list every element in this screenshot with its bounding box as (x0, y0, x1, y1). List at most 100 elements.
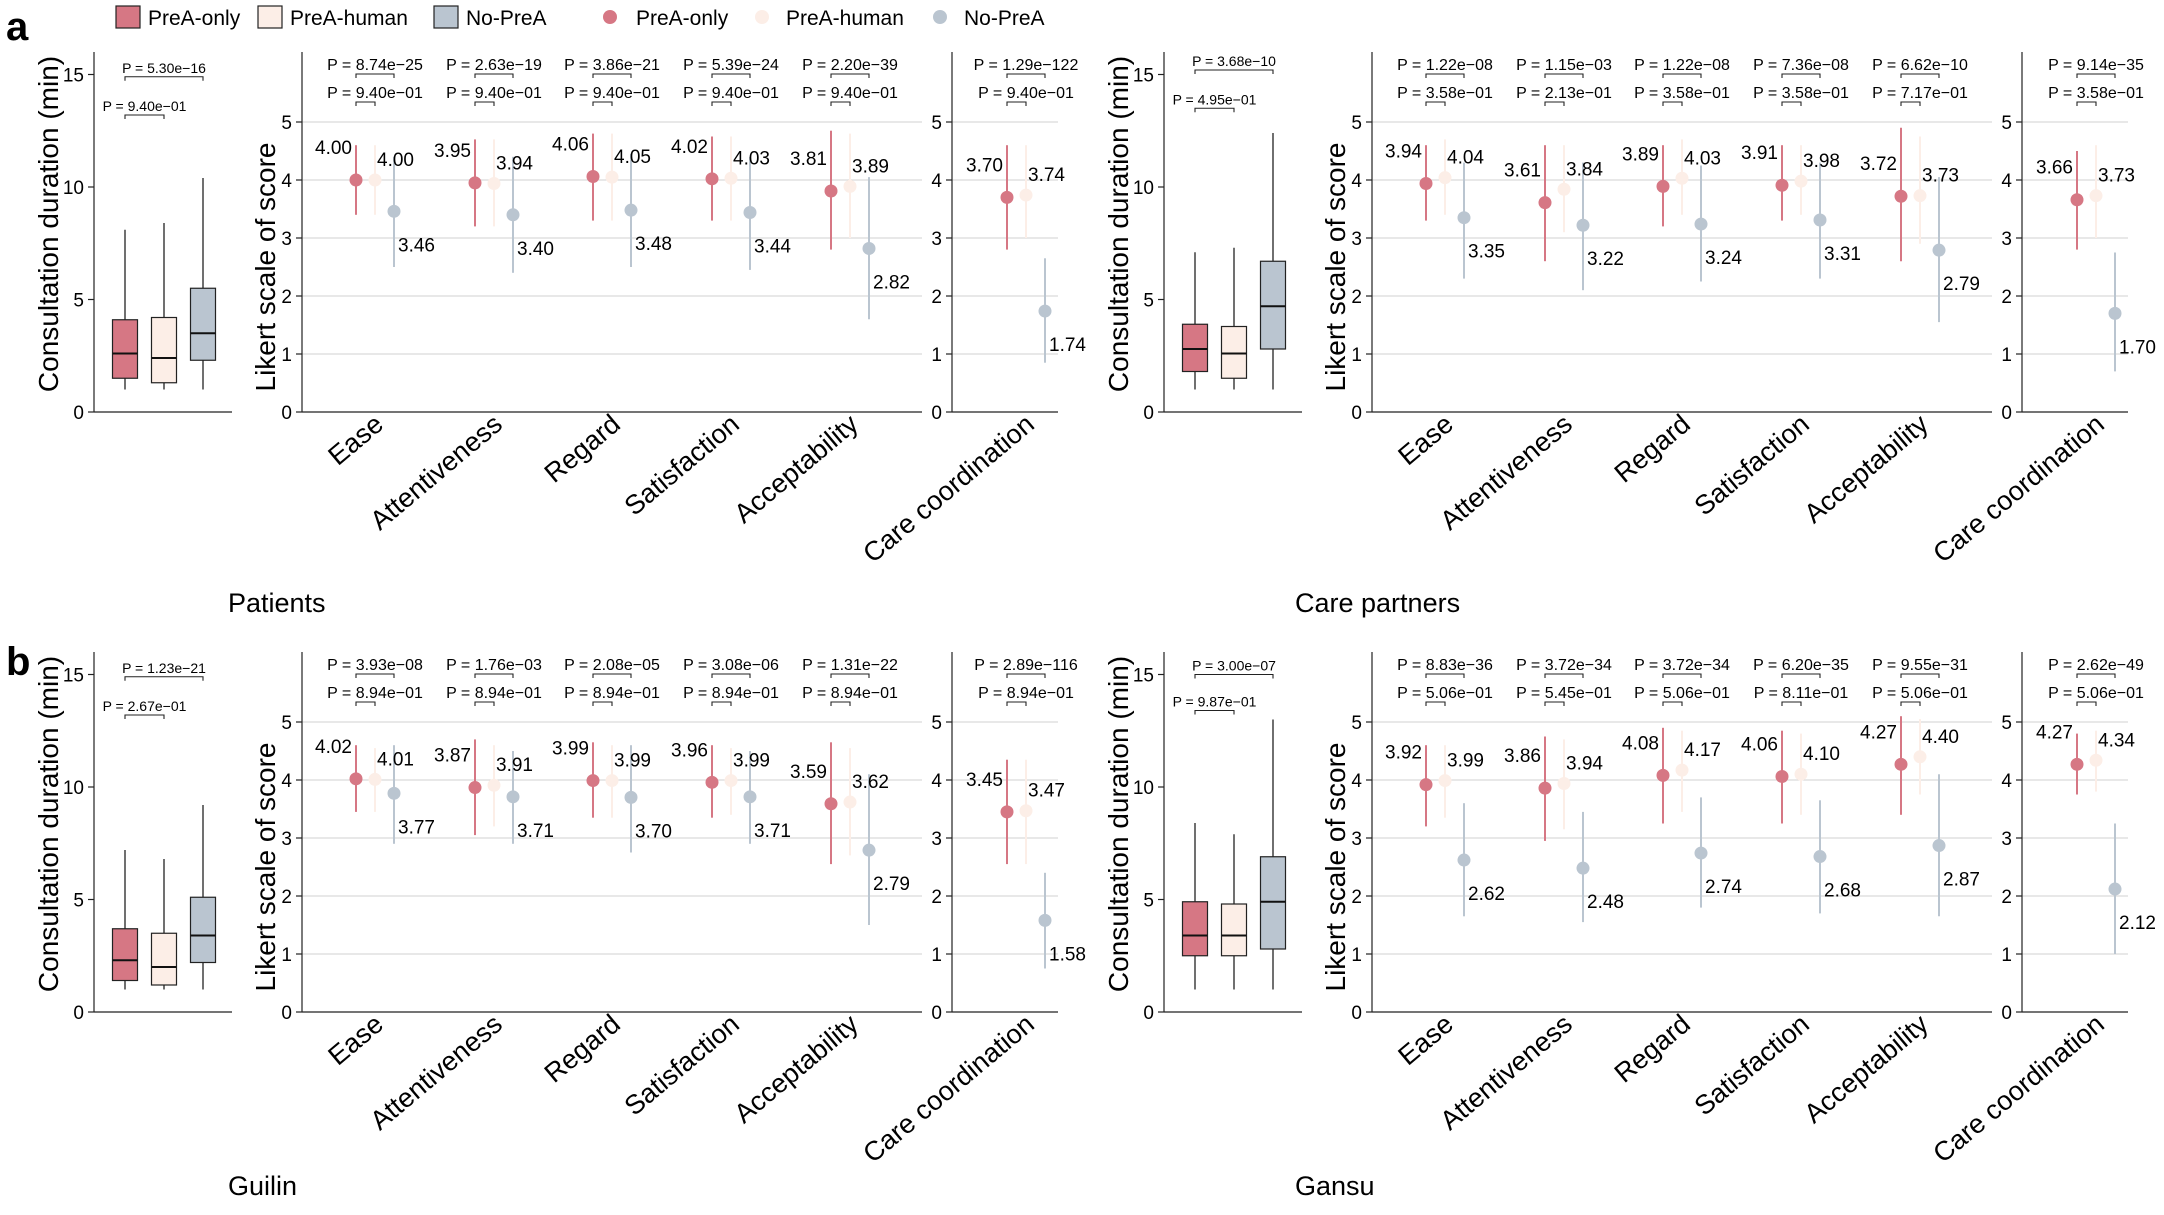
likert-point-regard-prea-only (586, 170, 600, 184)
likert-point-regard-prea-only (1656, 768, 1670, 782)
likert-pvalue-bracket-bottom-ease (355, 701, 376, 706)
likert-y-axis-title: Likert scale of score (250, 143, 281, 392)
box-tick-label: 10 (63, 178, 84, 199)
care-point-prea-only (2070, 193, 2084, 207)
likert-pvalue-bracket-bottom-regard (592, 701, 613, 706)
care-tick-label: 5 (2001, 113, 2012, 134)
likert-pvalue-top-regard: P = 1.22e−08 (1634, 57, 1730, 74)
care-point-no-prea (2108, 882, 2122, 896)
likert-pvalue-top-attentiveness: P = 2.63e−19 (446, 57, 542, 74)
likert-value-label-attentiveness-no-prea: 3.22 (1587, 249, 1624, 270)
box-prea-only (1181, 901, 1209, 957)
box-pvalue-label: P = 9.87e−01 (1173, 694, 1257, 710)
likert-pvalue-bottom-satisfaction: P = 9.40e−01 (683, 85, 779, 102)
likert-value-label-satisfaction-prea-only: 3.96 (671, 740, 708, 761)
likert-pvalue-top-attentiveness: P = 3.72e−34 (1516, 657, 1612, 674)
group-label-care-partners: Care partners (1295, 588, 1460, 618)
likert-pvalue-bracket-top-ease (355, 673, 395, 678)
box-pvalue-bracket (124, 676, 204, 681)
likert-category-label-attentiveness: Attentiveness (364, 409, 507, 536)
likert-point-regard-prea-only (586, 774, 600, 788)
box-tick-label: 10 (1133, 778, 1154, 799)
care-point-prea-only (1000, 190, 1014, 204)
likert-value-label-acceptability-prea-only: 4.27 (1860, 722, 1897, 743)
likert-point-ease-prea-only (349, 173, 363, 187)
care-value-label-no-prea: 1.70 (2119, 337, 2156, 358)
likert-point-satisfaction-prea-only (1775, 178, 1789, 192)
likert-pvalue-top-ease: P = 8.74e−25 (327, 57, 423, 74)
legend: PreA-only PreA-human No-PreA PreA-only P… (115, 5, 1045, 30)
likert-tick-label: 5 (281, 113, 292, 134)
box-prea-human (150, 932, 178, 986)
likert-point-attentiveness-prea-only (468, 176, 482, 190)
care-pvalue-bracket-top (1006, 73, 1046, 78)
likert-category-label-regard: Regard (539, 1009, 626, 1089)
likert-point-acceptability-no-prea (1932, 839, 1946, 853)
likert-point-ease-prea-only (349, 772, 363, 786)
likert-value-label-regard-prea-only: 3.89 (1622, 144, 1659, 165)
care-category-label: Care coordination (857, 1009, 1040, 1169)
likert-point-attentiveness-no-prea (506, 790, 520, 804)
box-pvalue-label: P = 1.23e−21 (122, 660, 206, 676)
likert-point-regard-no-prea (624, 790, 638, 804)
likert-pvalue-bracket-bottom-regard (1662, 701, 1683, 706)
likert-category-label-acceptability: Acceptability (728, 408, 864, 529)
likert-point-attentiveness-prea-human (487, 778, 501, 792)
care-tick-label: 0 (2001, 403, 2012, 424)
care-point-prea-only (1000, 805, 1014, 819)
likert-value-label-attentiveness-prea-human: 3.91 (496, 755, 533, 776)
likert-pvalue-bracket-bottom-satisfaction (1781, 701, 1802, 706)
likert-value-label-satisfaction-prea-human: 4.10 (1803, 744, 1840, 765)
box-pvalue-bracket (1194, 69, 1274, 74)
legend-box-label-no-prea: No-PreA (466, 7, 547, 30)
likert-point-attentiveness-no-prea (1576, 218, 1590, 232)
likert-tick-label: 3 (281, 229, 292, 250)
care-pvalue-top: P = 1.29e−122 (974, 57, 1079, 74)
likert-value-label-acceptability-prea-human: 3.62 (852, 772, 889, 793)
likert-tick-label: 1 (281, 345, 292, 366)
likert-pvalue-bottom-satisfaction: P = 8.11e−01 (1754, 685, 1849, 702)
likert-pvalue-bracket-bottom-acceptability (1900, 701, 1921, 706)
likert-value-label-regard-no-prea: 3.24 (1705, 248, 1742, 269)
likert-category-label-attentiveness: Attentiveness (1434, 409, 1577, 536)
legend-box-swatch-prea-human (257, 5, 283, 29)
likert-pvalue-bracket-bottom-satisfaction (711, 701, 732, 706)
likert-point-acceptability-prea-human (1913, 750, 1927, 764)
likert-tick-label: 3 (1351, 229, 1362, 250)
care-tick-label: 1 (2001, 345, 2012, 366)
care-value-label-no-prea: 1.74 (1049, 335, 1086, 356)
box-y-axis-title: Consultation duration (min) (33, 656, 64, 992)
care-pvalue-bracket-bottom (2076, 701, 2097, 706)
likert-value-label-regard-prea-only: 4.06 (552, 135, 589, 156)
likert-point-acceptability-no-prea (862, 843, 876, 857)
likert-tick-label: 4 (1351, 771, 1362, 792)
care-value-label-prea-human: 3.47 (1028, 781, 1065, 802)
care-category-label: Care coordination (1927, 409, 2110, 569)
care-tick-label: 0 (931, 1003, 942, 1024)
likert-point-acceptability-prea-human (843, 179, 857, 193)
likert-pvalue-bottom-regard: P = 9.40e−01 (564, 85, 660, 102)
likert-pvalue-bracket-bottom-regard (1662, 101, 1683, 106)
care-pvalue-bracket-bottom (2076, 101, 2097, 106)
care-tick-label: 1 (931, 945, 942, 966)
likert-category-label-satisfaction: Satisfaction (1689, 1009, 1815, 1122)
likert-pvalue-bracket-top-regard (592, 673, 632, 678)
likert-pvalue-top-satisfaction: P = 7.36e−08 (1753, 57, 1849, 74)
care-point-no-prea (2108, 306, 2122, 320)
box-prea-human (150, 316, 178, 384)
likert-value-label-acceptability-prea-only: 3.81 (790, 149, 827, 170)
likert-pvalue-bottom-acceptability: P = 9.40e−01 (802, 85, 898, 102)
likert-value-label-satisfaction-prea-only: 4.02 (671, 137, 708, 158)
likert-point-attentiveness-no-prea (1576, 861, 1590, 875)
likert-value-label-acceptability-prea-human: 3.73 (1922, 166, 1959, 187)
care-value-label-prea-human: 4.34 (2098, 730, 2135, 751)
box-y-axis-title: Consultation duration (min) (33, 56, 64, 392)
likert-point-acceptability-prea-only (824, 184, 838, 198)
care-point-no-prea (1038, 304, 1052, 318)
likert-value-label-satisfaction-no-prea: 2.68 (1824, 881, 1861, 902)
likert-category-label-acceptability: Acceptability (1798, 408, 1934, 529)
box-tick-label: 0 (1143, 403, 1154, 424)
likert-pvalue-bracket-top-regard (1662, 673, 1702, 678)
box-y-axis-title: Consultation duration (min) (1103, 656, 1134, 992)
likert-tick-label: 2 (1351, 287, 1362, 308)
